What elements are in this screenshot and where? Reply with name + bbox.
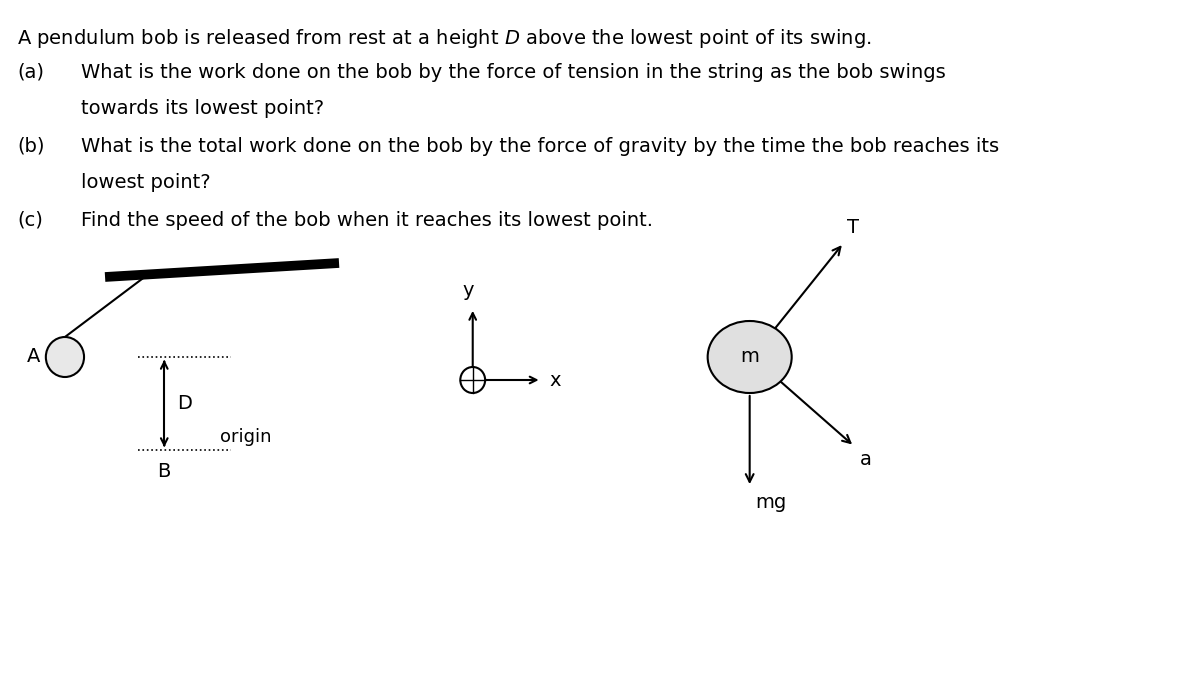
- Circle shape: [461, 367, 485, 393]
- Text: origin: origin: [220, 428, 271, 446]
- Text: What is the total work done on the bob by the force of gravity by the time the b: What is the total work done on the bob b…: [82, 137, 1000, 156]
- Text: (b): (b): [17, 137, 44, 156]
- Text: T: T: [847, 218, 859, 237]
- Text: A: A: [26, 347, 40, 366]
- Text: Find the speed of the bob when it reaches its lowest point.: Find the speed of the bob when it reache…: [82, 211, 653, 230]
- Text: y: y: [462, 281, 474, 300]
- Text: A pendulum bob is released from rest at a height $\it{D}$ above the lowest point: A pendulum bob is released from rest at …: [17, 27, 871, 50]
- Text: mg: mg: [756, 493, 787, 512]
- Text: D: D: [176, 394, 192, 413]
- Text: towards its lowest point?: towards its lowest point?: [82, 99, 324, 118]
- Text: (c): (c): [17, 211, 43, 230]
- Text: m: m: [740, 347, 760, 366]
- Text: What is the work done on the bob by the force of tension in the string as the bo: What is the work done on the bob by the …: [82, 63, 946, 82]
- Text: B: B: [157, 462, 170, 481]
- Circle shape: [46, 337, 84, 377]
- Text: lowest point?: lowest point?: [82, 173, 211, 192]
- Text: a: a: [860, 450, 872, 469]
- Text: x: x: [550, 371, 560, 390]
- Ellipse shape: [708, 321, 792, 393]
- Text: (a): (a): [17, 63, 44, 82]
